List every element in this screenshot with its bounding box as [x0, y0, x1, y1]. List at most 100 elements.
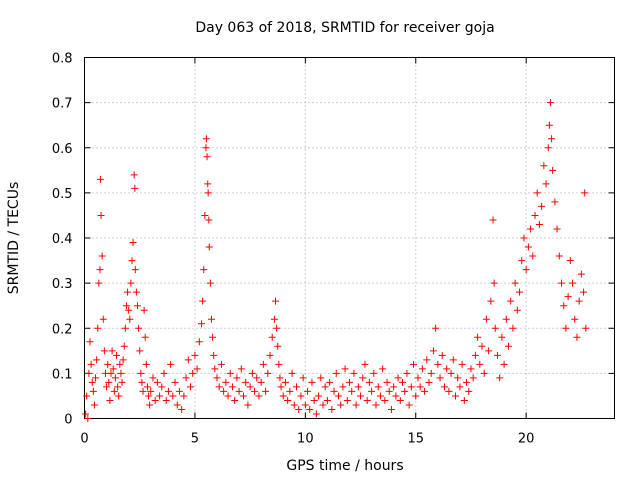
data-point [566, 257, 574, 265]
data-point [293, 383, 300, 391]
data-point [575, 297, 583, 305]
data-point [511, 279, 519, 287]
data-point [500, 360, 508, 368]
data-point [268, 333, 276, 341]
data-point [542, 180, 550, 188]
data-point [244, 401, 252, 409]
data-point [414, 374, 422, 382]
data-point [297, 392, 305, 400]
data-point [290, 401, 298, 409]
data-point [396, 396, 404, 404]
data-point [403, 369, 411, 377]
data-point [109, 365, 117, 373]
data-point [573, 333, 581, 341]
data-point [146, 401, 154, 409]
data-point [199, 297, 207, 305]
data-point [445, 387, 453, 395]
data-point [129, 239, 137, 247]
data-point [275, 360, 283, 368]
data-point [460, 396, 468, 404]
data-point [323, 396, 331, 404]
data-point [274, 342, 282, 350]
data-point [379, 365, 387, 373]
data-point [359, 374, 367, 382]
data-point [142, 360, 150, 368]
data-point [394, 374, 402, 382]
data-point [88, 378, 96, 386]
data-point [520, 234, 528, 242]
y-tick-label: 0.3 [52, 277, 73, 292]
axis-ticks: 0 0.1 0.2 0.3 0.4 0.5 0.6 0.7 0.8 0 5 10 15 20 [52, 52, 615, 447]
data-point [544, 144, 552, 152]
data-point [115, 392, 123, 400]
data-point [116, 360, 124, 368]
data-point [222, 378, 230, 386]
data-point [438, 351, 446, 359]
data-point [134, 302, 141, 310]
data-point [120, 342, 128, 350]
data-point [121, 324, 129, 332]
data-point [136, 347, 144, 355]
data-point [370, 369, 378, 377]
data-points [82, 99, 590, 422]
data-point [498, 333, 506, 341]
y-tick-label: 0.8 [52, 52, 73, 67]
data-point [509, 324, 517, 332]
data-point [139, 387, 147, 395]
data-point [90, 401, 98, 409]
data-point [480, 369, 488, 377]
data-point [321, 383, 329, 391]
data-point [427, 369, 435, 377]
data-point [272, 297, 280, 305]
data-point [251, 387, 259, 395]
data-point [213, 374, 221, 382]
data-point [83, 392, 91, 400]
data-point [582, 324, 590, 332]
data-point [328, 405, 336, 413]
data-point [458, 360, 466, 368]
data-point [581, 189, 589, 197]
data-point [577, 270, 585, 278]
data-point [469, 374, 477, 382]
data-point [107, 369, 115, 377]
x-tick-label: 0 [80, 432, 88, 447]
data-point [82, 410, 90, 418]
data-point [131, 184, 139, 192]
data-point [215, 383, 223, 391]
data-point [141, 333, 149, 341]
data-point [456, 383, 464, 391]
data-point [357, 392, 365, 400]
data-point [410, 360, 418, 368]
data-point [140, 306, 148, 314]
data-point [399, 378, 406, 386]
data-point [555, 252, 563, 260]
data-point [191, 351, 199, 359]
data-point [235, 387, 243, 395]
data-point [226, 369, 234, 377]
data-point [569, 279, 577, 287]
data-point [253, 374, 261, 382]
data-point [489, 216, 497, 224]
data-point [533, 189, 541, 197]
x-tick-label: 10 [297, 432, 314, 447]
data-point [361, 360, 369, 368]
data-point [491, 324, 499, 332]
data-point [135, 324, 143, 332]
data-point [496, 374, 504, 382]
data-point [207, 315, 215, 323]
data-point [348, 387, 356, 395]
data-point [270, 315, 278, 323]
data-point [204, 189, 212, 197]
chart-title: Day 063 of 2018, SRMTID for receiver goj… [195, 20, 494, 36]
data-point [304, 387, 312, 395]
data-point [127, 279, 135, 287]
data-point [434, 360, 442, 368]
y-tick-label: 0.6 [52, 142, 73, 157]
data-point [126, 315, 134, 323]
data-point [545, 121, 553, 129]
data-point [153, 378, 161, 386]
data-point [171, 378, 179, 386]
data-point [160, 369, 168, 377]
data-point [169, 392, 177, 400]
data-point [334, 392, 342, 400]
